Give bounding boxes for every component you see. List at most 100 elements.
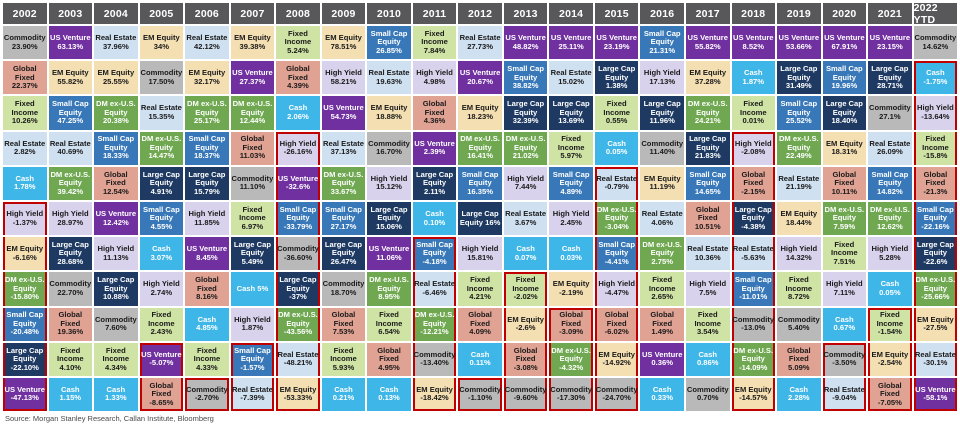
year-header: 2012 — [458, 3, 502, 24]
return-cell: Commodity 0.70% — [685, 377, 730, 412]
return-cell: US Venture 55.82% — [685, 26, 730, 60]
return-cell: High Yield 5.28% — [868, 237, 912, 271]
return-cell: Small Cap Equity -4.18% — [412, 237, 457, 271]
return-cell: Commodity 22.70% — [48, 272, 93, 306]
return-cell: Large Cap Equity 15.06% — [367, 201, 411, 236]
return-cell: Small Cap Equity 18.37% — [185, 131, 229, 165]
year-header: 2007 — [230, 3, 275, 24]
return-cell: Large Cap Equity 4.91% — [139, 166, 184, 200]
return-cell: Real Estate -0.79% — [594, 166, 639, 200]
return-cell: Real Estate 42.12% — [185, 26, 229, 60]
return-cell: US Venture 63.13% — [48, 26, 93, 60]
return-cell: US Venture 25.11% — [549, 26, 593, 60]
return-cell: Cash 0.21% — [321, 377, 366, 412]
return-cell: Commodity 16.70% — [367, 131, 411, 165]
return-cell: High Yield 14.32% — [777, 237, 821, 271]
return-cell: DM ex-U.S. Equity 2.75% — [640, 237, 684, 271]
return-cell: Commodity -1.10% — [458, 377, 502, 412]
return-cell: Real Estate 19.63% — [367, 61, 411, 95]
return-cell: High Yield 15.12% — [367, 166, 411, 200]
return-cell: Small Cap Equity -11.01% — [731, 272, 776, 306]
return-cell: Cash 3.07% — [139, 237, 184, 271]
return-cell: US Venture 20.67% — [458, 61, 502, 95]
return-cell: Global Fixed 10.51% — [685, 201, 730, 236]
return-cell: Global Fixed 7.53% — [321, 307, 366, 341]
return-cell: Fixed Income 6.54% — [367, 307, 411, 341]
return-cell: Small Cap Equity 21.31% — [640, 26, 684, 60]
return-cell: Real Estate -30.1% — [913, 342, 958, 376]
return-cell: High Yield -4.47% — [594, 272, 639, 306]
return-cell: Real Estate -48.21% — [276, 342, 320, 376]
return-cell: Small Cap Equity 4.55% — [139, 201, 184, 236]
return-cell: Global Fixed 8.16% — [185, 272, 229, 306]
return-cell: Fixed Income 4.34% — [94, 342, 138, 376]
return-cell: DM ex-U.S. Equity 8.95% — [367, 272, 411, 306]
return-cell: Fixed Income 4.10% — [48, 342, 93, 376]
return-cell: Commodity -3.50% — [822, 342, 867, 376]
return-cell: Global Fixed 4.36% — [412, 96, 457, 130]
year-column-2019: 2019 US Venture 53.66% Large Cap Equity 31… — [777, 3, 821, 412]
return-cell: Fixed Income 8.72% — [777, 272, 821, 306]
return-cell: EM Equity 39.38% — [230, 26, 275, 60]
return-cell: Cash 2.06% — [276, 96, 320, 130]
return-cell: US Venture 53.66% — [777, 26, 821, 60]
return-cell: EM Equity -18.42% — [412, 377, 457, 412]
return-cell: US Venture 8.52% — [731, 26, 776, 60]
return-cell: US Venture 2.39% — [412, 131, 457, 165]
year-header: 2015 — [594, 3, 639, 24]
return-cell: Commodity -13.0% — [731, 307, 776, 341]
return-cell: DM ex-U.S. Equity 7.59% — [822, 201, 867, 236]
return-cell: US Venture -58.1% — [913, 377, 958, 412]
year-header: 2010 — [367, 3, 411, 24]
source-note: Source: Morgan Stanley Research, Callan … — [5, 414, 214, 423]
year-header: 2005 — [139, 3, 184, 24]
year-column-2002: 2002 Commodity 23.90% Global Fixed 22.37% F… — [3, 3, 47, 412]
return-cell: Large Cap Equity 13.69% — [549, 96, 593, 130]
return-cell: DM ex-U.S. Equity 39.42% — [48, 166, 93, 200]
return-cell: High Yield 7.11% — [822, 272, 867, 306]
return-cell: Large Cap Equity 11.96% — [640, 96, 684, 130]
return-cell: EM Equity 18.31% — [822, 131, 867, 165]
return-cell: Small Cap Equity 27.17% — [321, 201, 366, 236]
return-cell: Fixed Income 7.84% — [412, 26, 457, 60]
year-header: 2014 — [549, 3, 593, 24]
return-cell: US Venture -32.6% — [276, 166, 320, 200]
return-cell: US Venture 48.82% — [503, 26, 548, 60]
year-header: 2019 — [777, 3, 821, 24]
return-cell: Global Fixed 10.11% — [822, 166, 867, 200]
year-header: 2022 YTD — [913, 2, 958, 26]
return-cell: Small Cap Equity -1.57% — [230, 342, 275, 376]
return-cell: Fixed Income 4.21% — [458, 272, 502, 306]
return-cell: EM Equity -27.5% — [913, 307, 958, 341]
return-cell: Large Cap Equity 21.83% — [685, 131, 730, 165]
return-cell: Cash 0.03% — [549, 237, 593, 271]
return-cell: DM ex-U.S. Equity 25.17% — [185, 96, 229, 130]
return-cell: High Yield -2.08% — [731, 131, 776, 165]
return-cell: Commodity 18.70% — [321, 272, 366, 306]
year-header: 2017 — [685, 3, 730, 24]
return-cell: Large Cap Equity -22.6% — [913, 237, 958, 271]
return-cell: Large Cap Equity 28.71% — [868, 61, 912, 95]
return-cell: Small Cap Equity 26.85% — [367, 26, 411, 60]
year-header: 2002 — [3, 3, 47, 24]
year-header: 2011 — [412, 3, 457, 24]
return-cell: Fixed Income 0.01% — [731, 96, 776, 130]
return-cell: Fixed Income 0.55% — [594, 96, 639, 130]
return-cell: Real Estate 4.06% — [640, 201, 684, 236]
return-cell: US Venture 67.91% — [822, 26, 867, 60]
return-cell: EM Equity -6.16% — [3, 237, 47, 271]
return-cell: US Venture -5.07% — [139, 342, 184, 376]
return-cell: Fixed Income 7.51% — [822, 237, 867, 271]
return-cell: High Yield 28.97% — [48, 201, 93, 236]
return-cell: Commodity -2.70% — [185, 377, 229, 412]
year-header: 2018 — [731, 3, 776, 24]
return-cell: High Yield 15.81% — [458, 237, 502, 271]
return-cell: High Yield 1.87% — [230, 307, 275, 341]
return-cell: Global Fixed 4.95% — [367, 342, 411, 376]
return-cell: Large Cap Equity 1.38% — [594, 61, 639, 95]
return-cell: Fixed Income 5.97% — [549, 131, 593, 165]
return-cell: Commodity 11.40% — [640, 131, 684, 165]
return-cell: DM ex-U.S. Equity 20.38% — [94, 96, 138, 130]
return-cell: DM ex-U.S. Equity -15.80% — [3, 272, 47, 306]
